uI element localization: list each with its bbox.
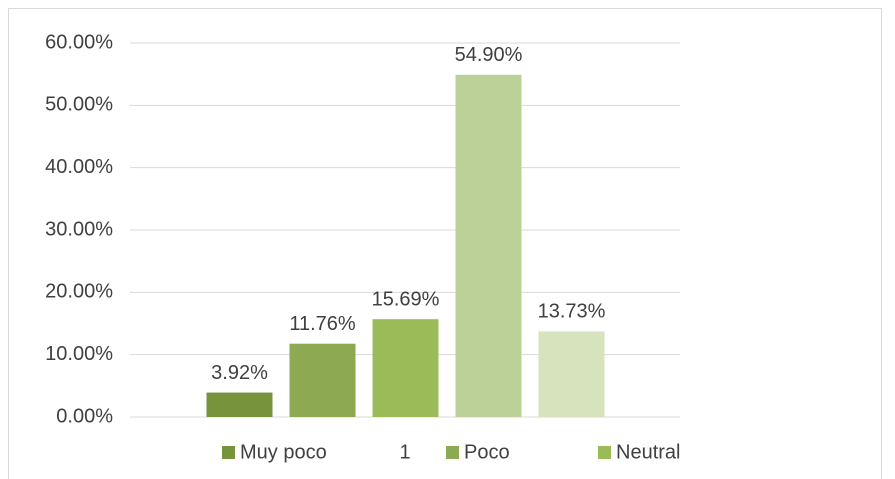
y-tick-label: 30.00%	[45, 218, 113, 240]
bar	[289, 343, 356, 417]
y-tick-label: 10.00%	[45, 343, 113, 365]
y-tick-label: 20.00%	[45, 281, 113, 303]
y-tick-label: 50.00%	[45, 94, 113, 116]
bar	[372, 319, 439, 417]
data-label: 11.76%	[289, 313, 356, 335]
data-label: 3.92%	[211, 362, 268, 384]
legend-label: Neutral	[616, 441, 680, 463]
legend-swatch	[446, 446, 459, 459]
data-label: 15.69%	[372, 288, 440, 310]
legend-swatch	[598, 446, 611, 459]
legend-label: Muy poco	[240, 441, 327, 463]
x-tick-label: 1	[399, 441, 410, 463]
bar	[455, 74, 522, 417]
bar	[206, 392, 273, 417]
data-label: 13.73%	[538, 301, 606, 323]
y-tick-label: 40.00%	[45, 156, 113, 178]
legend-label: Poco	[464, 441, 510, 463]
y-tick-label: 60.00%	[45, 31, 113, 53]
legend-swatch	[222, 446, 235, 459]
bar	[538, 331, 605, 417]
data-label: 54.90%	[455, 44, 523, 66]
y-tick-label: 0.00%	[56, 405, 113, 427]
chart-frame	[8, 8, 882, 479]
